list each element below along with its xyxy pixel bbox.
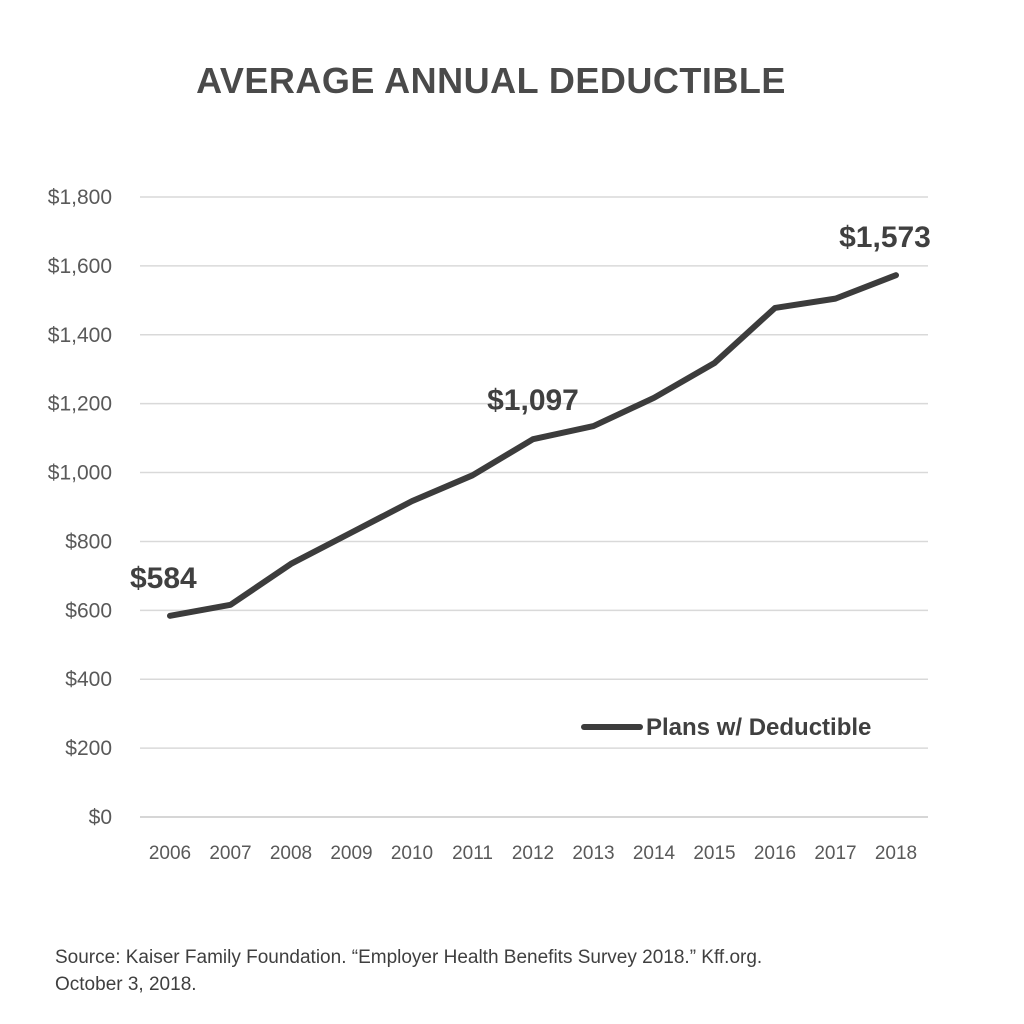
series-line [167, 272, 899, 619]
data-label: $1,097 [487, 384, 579, 417]
y-tick-label: $400 [65, 668, 112, 691]
y-tick-label: $1,600 [48, 255, 112, 278]
x-tick-label: 2014 [633, 843, 676, 864]
x-tick-label: 2010 [391, 843, 433, 864]
x-tick-label: 2011 [452, 843, 493, 864]
y-tick-label: $200 [65, 737, 112, 760]
x-tick-label: 2017 [814, 843, 856, 864]
y-tick-label: $1,000 [48, 462, 112, 485]
data-label: $1,573 [839, 221, 931, 254]
source-note: Source: Kaiser Family Foundation. “Emplo… [55, 944, 955, 998]
y-tick-label: $0 [89, 806, 112, 829]
x-tick-label: 2018 [875, 843, 917, 864]
y-tick-label: $600 [65, 599, 112, 622]
y-tick-label: $1,200 [48, 393, 112, 416]
x-tick-label: 2012 [512, 843, 554, 864]
y-tick-label: $800 [65, 530, 112, 553]
source-line-2: October 3, 2018. [55, 974, 197, 995]
x-tick-label: 2016 [754, 843, 796, 864]
data-label: $584 [130, 562, 197, 595]
x-tick-label: 2015 [693, 843, 735, 864]
legend-label: Plans w/ Deductible [646, 714, 871, 741]
y-tick-label: $1,400 [48, 324, 112, 347]
source-line-1: Source: Kaiser Family Foundation. “Emplo… [55, 947, 763, 968]
x-tick-label: 2007 [209, 843, 251, 864]
x-tick-label: 2008 [270, 843, 312, 864]
x-tick-label: 2009 [330, 843, 372, 864]
y-tick-label: $1,800 [48, 186, 112, 209]
chart-title: AVERAGE ANNUAL DEDUCTIBLE [196, 60, 786, 101]
x-tick-label: 2006 [149, 843, 191, 864]
x-tick-label: 2013 [572, 843, 614, 864]
